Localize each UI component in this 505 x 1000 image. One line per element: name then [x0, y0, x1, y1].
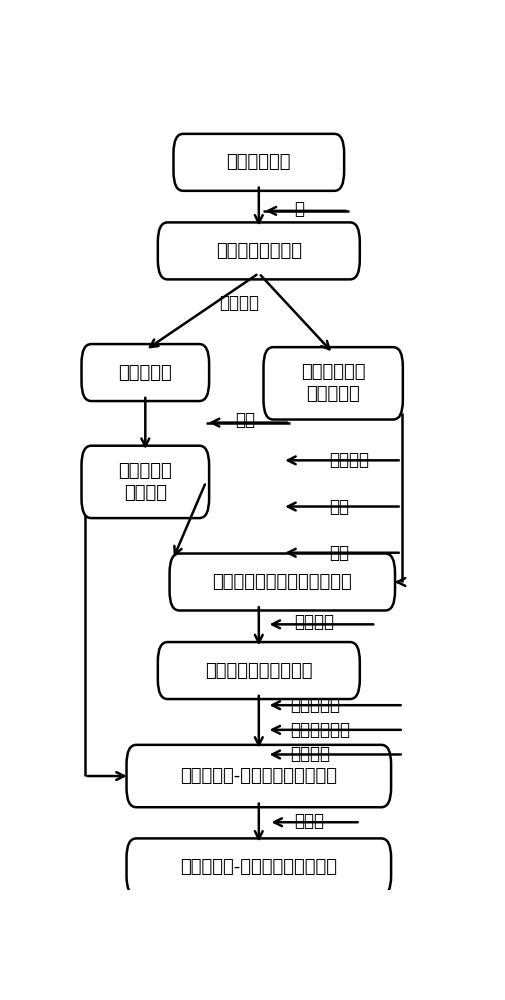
- FancyBboxPatch shape: [127, 838, 391, 895]
- Text: 生物质热解油: 生物质热解油: [227, 153, 291, 171]
- Text: 热解油环氧-酚醛树脂胶粘剂主剂: 热解油环氧-酚醛树脂胶粘剂主剂: [180, 767, 337, 785]
- FancyBboxPatch shape: [158, 222, 360, 279]
- Text: 热解木质素
甲醇溶液: 热解木质素 甲醇溶液: [119, 462, 172, 502]
- Text: 甲基二乙醇胺: 甲基二乙醇胺: [290, 721, 350, 739]
- Text: 间苯二酚: 间苯二酚: [329, 451, 369, 469]
- Text: 离心分离: 离心分离: [219, 294, 259, 312]
- Text: 甲醇: 甲醇: [235, 411, 256, 429]
- Text: 甲醛: 甲醛: [329, 544, 349, 562]
- Text: 三苯基膦: 三苯基膦: [290, 745, 330, 763]
- Text: 固化剂: 固化剂: [294, 812, 324, 830]
- FancyBboxPatch shape: [81, 446, 209, 518]
- FancyBboxPatch shape: [158, 642, 360, 699]
- Text: 热解油酚醛树脂预聚体水溶液: 热解油酚醛树脂预聚体水溶液: [213, 573, 352, 591]
- Text: 水: 水: [294, 200, 304, 218]
- FancyBboxPatch shape: [170, 554, 395, 610]
- Text: 苯酚: 苯酚: [329, 498, 349, 516]
- Text: 热解油水溶性
组分水溶液: 热解油水溶性 组分水溶液: [301, 363, 366, 403]
- FancyBboxPatch shape: [127, 745, 391, 807]
- FancyBboxPatch shape: [81, 344, 209, 401]
- Text: 热解油环氧-酚醛树脂结构胶黏剂: 热解油环氧-酚醛树脂结构胶黏剂: [180, 858, 337, 876]
- Text: 减压脱水: 减压脱水: [294, 613, 334, 631]
- FancyBboxPatch shape: [264, 347, 403, 420]
- Text: 环氧氯丙烷: 环氧氯丙烷: [290, 696, 340, 714]
- Text: 热解油酚醛树脂预聚体: 热解油酚醛树脂预聚体: [205, 662, 313, 680]
- Text: 热解油油水混合物: 热解油油水混合物: [216, 242, 302, 260]
- FancyBboxPatch shape: [174, 134, 344, 191]
- Text: 热解木质素: 热解木质素: [119, 364, 172, 382]
